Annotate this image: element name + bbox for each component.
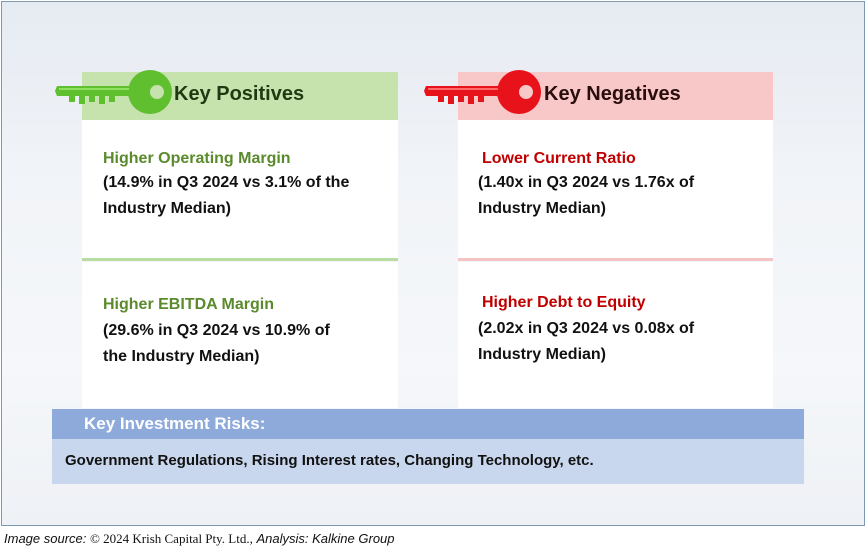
positives-header-label: Key Positives: [174, 83, 305, 105]
detail-line: (1.40x in Q3 2024 vs 1.76x of: [478, 174, 695, 191]
negative-item-title: Higher Debt to Equity: [482, 294, 646, 311]
green-key-icon: [55, 70, 172, 114]
risks-body: Government Regulations, Rising Interest …: [52, 439, 804, 484]
risks-text: Government Regulations, Rising Interest …: [65, 452, 594, 469]
risks-header: Key Investment Risks:: [52, 409, 804, 439]
detail-line: the Industry Median): [103, 348, 260, 365]
positive-card-operating-margin: Higher Operating Margin (14.9% in Q3 202…: [82, 120, 398, 261]
detail-line: Industry Median): [478, 200, 607, 217]
detail-line: Industry Median): [103, 200, 232, 217]
source-copyright: © 2024 Krish Capital Pty. Ltd.,: [90, 531, 253, 546]
negative-item-title: Lower Current Ratio: [482, 150, 636, 167]
source-analysis: Analysis: Kalkine Group: [256, 531, 395, 546]
negative-card-debt-to-equity: Higher Debt to Equity (2.02x in Q3 2024 …: [458, 262, 773, 408]
detail-line: (29.6% in Q3 2024 vs 10.9% of: [103, 322, 330, 339]
positive-item-title: Higher EBITDA Margin: [103, 296, 274, 313]
red-key-icon: [424, 70, 541, 114]
negative-item-detail: (2.02x in Q3 2024 vs 0.08x of Industry M…: [478, 316, 768, 368]
positive-item-detail: (14.9% in Q3 2024 vs 3.1% of the Industr…: [103, 170, 393, 222]
positive-card-ebitda-margin: Higher EBITDA Margin (29.6% in Q3 2024 v…: [82, 262, 398, 408]
negatives-header-label: Key Negatives: [544, 83, 681, 105]
positive-item-title: Higher Operating Margin: [103, 150, 291, 167]
source-label: Image source:: [4, 531, 87, 546]
detail-line: (14.9% in Q3 2024 vs 3.1% of the: [103, 174, 350, 191]
negative-card-current-ratio: Lower Current Ratio (1.40x in Q3 2024 vs…: [458, 120, 773, 261]
risks-title: Key Investment Risks:: [84, 414, 266, 433]
detail-line: Industry Median): [478, 346, 607, 363]
positive-item-detail: (29.6% in Q3 2024 vs 10.9% of the Indust…: [103, 318, 393, 370]
detail-line: (2.02x in Q3 2024 vs 0.08x of: [478, 320, 695, 337]
negative-item-detail: (1.40x in Q3 2024 vs 1.76x of Industry M…: [478, 170, 768, 222]
image-source-caption: Image source: © 2024 Krish Capital Pty. …: [4, 531, 395, 547]
